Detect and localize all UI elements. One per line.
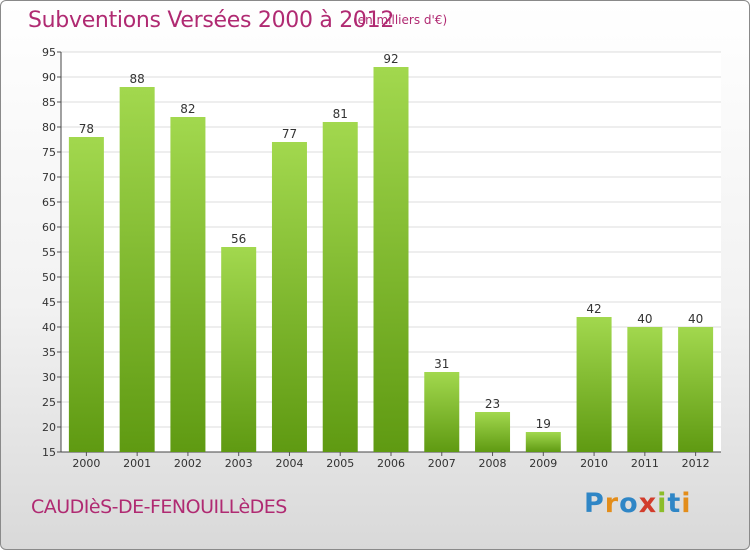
bar [322,122,358,452]
logo-letter: x [638,488,658,519]
x-tick-label: 2007 [428,457,456,470]
y-tick-label: 65 [42,196,56,209]
bar [271,142,307,452]
data-label: 82 [180,102,195,116]
x-tick-label: 2005 [326,457,354,470]
y-tick-label: 95 [42,46,56,59]
data-label: 23 [485,397,500,411]
x-tick-label: 2000 [72,457,100,470]
logo-letter: r [604,488,620,519]
data-label: 81 [333,107,348,121]
x-tick-label: 2004 [275,457,303,470]
x-tick-label: 2001 [123,457,151,470]
logo-letter: i [681,488,692,519]
x-tick-label: 2010 [580,457,608,470]
logo-letter: o [619,488,639,519]
data-label: 40 [637,312,652,326]
bar [119,87,155,452]
y-tick-label: 55 [42,246,56,259]
x-tick-label: 2011 [631,457,659,470]
y-tick-label: 85 [42,96,56,109]
x-tick-label: 2008 [479,457,507,470]
y-tick-label: 25 [42,396,56,409]
x-tick-label: 2002 [174,457,202,470]
x-tick-label: 2003 [225,457,253,470]
data-label: 31 [434,357,449,371]
logo-letter: i [657,488,668,519]
data-label: 92 [383,52,398,66]
y-tick-label: 60 [42,221,56,234]
data-label: 88 [130,72,145,86]
chart-subtitle: (en milliers d'€) [353,13,448,27]
chart-title: Subventions Versées 2000 à 2012 [28,8,395,33]
y-tick-label: 45 [42,296,56,309]
data-label: 19 [536,417,551,431]
bar [221,247,257,452]
y-tick-label: 50 [42,271,56,284]
bar [475,412,511,452]
bar [627,327,663,452]
x-tick-label: 2009 [529,457,557,470]
x-tick-label: 2006 [377,457,405,470]
y-tick-label: 20 [42,421,56,434]
bar [525,432,561,452]
logo-letter: t [667,488,682,519]
y-tick-label: 30 [42,371,56,384]
bar [576,317,612,452]
bar [424,372,460,452]
data-label: 42 [586,302,601,316]
bar [68,137,104,452]
bar [170,117,206,452]
data-label: 40 [688,312,703,326]
y-tick-label: 40 [42,321,56,334]
y-tick-label: 15 [42,446,56,459]
bar [678,327,714,452]
y-tick-label: 35 [42,346,56,359]
y-tick-label: 90 [42,71,56,84]
data-label: 78 [79,122,94,136]
data-label: 77 [282,127,297,141]
y-tick-label: 80 [42,121,56,134]
data-label: 56 [231,232,246,246]
x-tick-label: 2012 [682,457,710,470]
proxiti-logo: Proxiti [584,488,692,519]
y-tick-label: 75 [42,146,56,159]
y-tick-label: 70 [42,171,56,184]
bar [373,67,409,452]
logo-letter: P [584,488,605,519]
commune-name: CAUDIèS-DE-FENOUILLèDES [31,496,287,518]
